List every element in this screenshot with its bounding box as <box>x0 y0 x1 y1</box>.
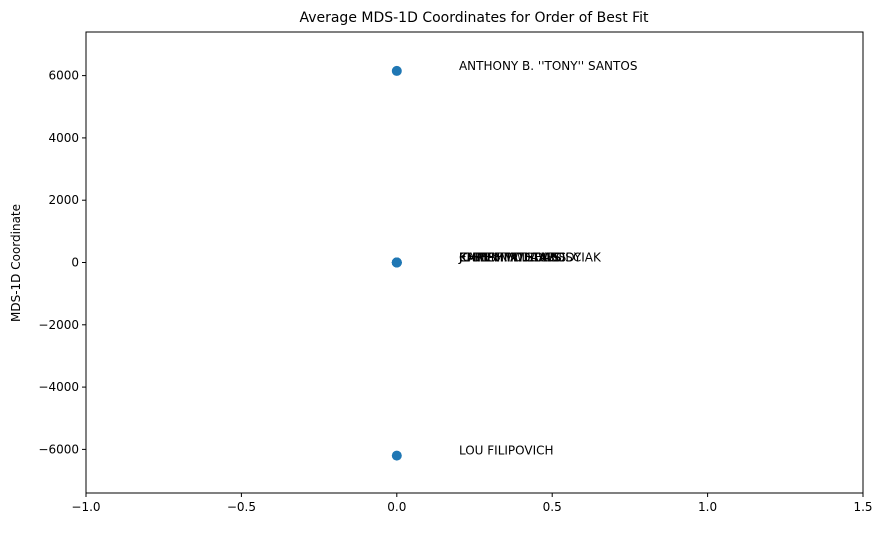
scatter-point <box>391 65 402 76</box>
point-labels: ANTHONY B. ''TONY'' SANTOS JOHN M. WILDAS… <box>458 59 637 458</box>
y-tick-label: 2000 <box>48 193 79 207</box>
y-tick-label: 0 <box>71 256 79 270</box>
x-tick-label: 0.0 <box>387 500 406 514</box>
y-tick-label: −2000 <box>38 318 79 332</box>
data-points <box>391 65 402 461</box>
point-label: EMMETT D. CASSIDY <box>459 251 582 265</box>
x-tick-label: 1.5 <box>853 500 872 514</box>
y-tick-label: −6000 <box>38 442 79 456</box>
chart-title: Average MDS-1D Coordinates for Order of … <box>299 10 649 26</box>
x-tick-label: 1.0 <box>698 500 717 514</box>
y-tick-label: 6000 <box>48 69 79 83</box>
axis-ticks: −1.0 −0.5 0.0 0.5 1.0 1.5 −6000 −4000 −2000 0 2000… <box>38 69 872 514</box>
point-label: CHRIS MATHEWS <box>459 251 561 265</box>
x-tick-label: −0.5 <box>227 500 256 514</box>
y-tick-label: −4000 <box>38 380 79 394</box>
point-label: ANTHONY B. ''TONY'' SANTOS <box>459 59 637 73</box>
x-tick-label: 0.5 <box>543 500 562 514</box>
point-label: JOSEPH M. STAROSCIAK <box>458 251 602 265</box>
x-tick-label: −1.0 <box>71 500 100 514</box>
point-label: JOHN M. WILDASS <box>458 251 566 265</box>
plot-area-frame <box>85 31 864 494</box>
scatter-point <box>391 257 402 268</box>
point-label: KAREN M. DAVIS <box>459 251 557 265</box>
point-label: LOU FILIPOVICH <box>459 444 554 458</box>
scatter-point <box>391 450 402 461</box>
y-tick-label: 4000 <box>48 131 79 145</box>
y-axis-label: MDS-1D Coordinate <box>9 204 23 322</box>
